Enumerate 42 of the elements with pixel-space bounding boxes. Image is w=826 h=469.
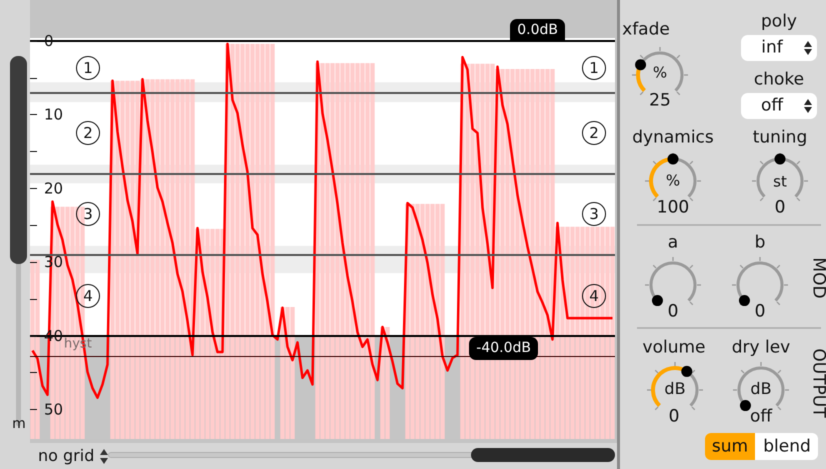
text: OUTPUT	[808, 348, 826, 418]
annotation: 3	[582, 202, 606, 226]
annotation: 4	[582, 284, 606, 308]
text: dynamics	[632, 128, 714, 148]
text: dB	[750, 379, 772, 398]
text: 0	[668, 302, 678, 322]
text: 0	[774, 198, 786, 218]
text: 0	[668, 406, 680, 426]
text: b	[754, 232, 766, 252]
text: 0	[754, 302, 766, 322]
text: inf	[761, 38, 783, 58]
annotation: 2	[76, 121, 100, 145]
annotation: 2	[582, 121, 606, 145]
text: m	[12, 416, 26, 432]
y-tick-label: 20	[44, 179, 64, 198]
text: sum	[712, 436, 748, 456]
text: no grid	[38, 446, 94, 465]
text: blend	[763, 436, 811, 456]
annotation: 1	[582, 56, 606, 80]
text: st	[773, 172, 787, 190]
text: %	[666, 172, 680, 190]
y-tick-label: 50	[44, 400, 64, 419]
text: off	[760, 96, 784, 116]
text: poly	[761, 12, 797, 32]
text: 100	[656, 198, 690, 218]
text: volume	[642, 338, 706, 358]
text: xfade	[622, 20, 670, 40]
text: %	[652, 64, 668, 82]
text: tuning	[752, 128, 808, 148]
text: choke	[754, 70, 804, 90]
text: dry lev	[732, 338, 790, 358]
annotation: 4	[76, 284, 100, 308]
text: 25	[649, 90, 671, 110]
text: MOD	[808, 257, 826, 299]
y-tick-label: 10	[44, 106, 64, 124]
ref-line-label: 0.0dB	[510, 18, 565, 42]
text: off	[750, 406, 772, 426]
text: a	[668, 232, 678, 252]
annotation: 1	[76, 56, 100, 80]
ref-line-label: -40.0dB	[469, 336, 538, 360]
text: dB	[664, 379, 686, 398]
annotation: 3	[76, 202, 100, 226]
